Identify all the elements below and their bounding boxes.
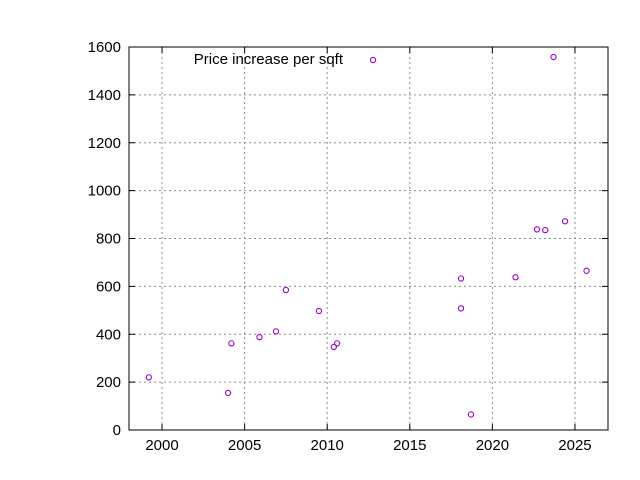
data-point	[550, 53, 557, 61]
x-tick-label: 2015	[393, 437, 426, 454]
x-tick-label: 2005	[228, 437, 261, 454]
y-tick-label: 400	[96, 326, 121, 343]
data-point	[533, 226, 541, 233]
data-point	[333, 340, 341, 347]
data-point	[457, 305, 465, 312]
x-tick-label: 2010	[311, 437, 344, 454]
data-point	[467, 411, 475, 418]
data-point	[561, 218, 569, 225]
data-point	[272, 328, 280, 335]
data-point	[228, 340, 235, 347]
x-tick-label: 2025	[558, 437, 591, 454]
data-point	[542, 226, 549, 234]
axis-ticks	[129, 46, 608, 431]
data-point	[583, 267, 590, 274]
legend: Price increase per sqft	[194, 51, 377, 68]
data-point	[512, 274, 519, 281]
data-point	[457, 275, 465, 282]
data-point	[282, 286, 290, 294]
x-tick-label: 2020	[476, 437, 509, 454]
y-tick-label: 800	[96, 231, 121, 248]
data-point	[224, 389, 232, 397]
data-point	[256, 333, 263, 341]
y-tick-label: 1600	[88, 39, 121, 56]
tick-labels: 2000 2005 2010 2015 2020 2025 0 200 400 600 800 100…	[88, 39, 592, 454]
plot-frame	[128, 46, 609, 431]
y-tick-label: 1400	[88, 87, 121, 104]
data-points	[145, 53, 590, 418]
y-tick-label: 200	[96, 374, 121, 391]
grid-lines	[129, 46, 608, 431]
data-point	[330, 343, 337, 351]
data-point	[145, 374, 152, 381]
y-tick-label: 0	[113, 422, 121, 439]
y-tick-label: 1000	[88, 183, 121, 200]
data-point	[315, 307, 323, 315]
y-tick-label: 1200	[88, 135, 121, 152]
legend-label: Price increase per sqft	[194, 51, 344, 68]
y-tick-label: 600	[96, 278, 121, 295]
x-tick-label: 2000	[145, 437, 178, 454]
legend-marker	[369, 56, 377, 64]
